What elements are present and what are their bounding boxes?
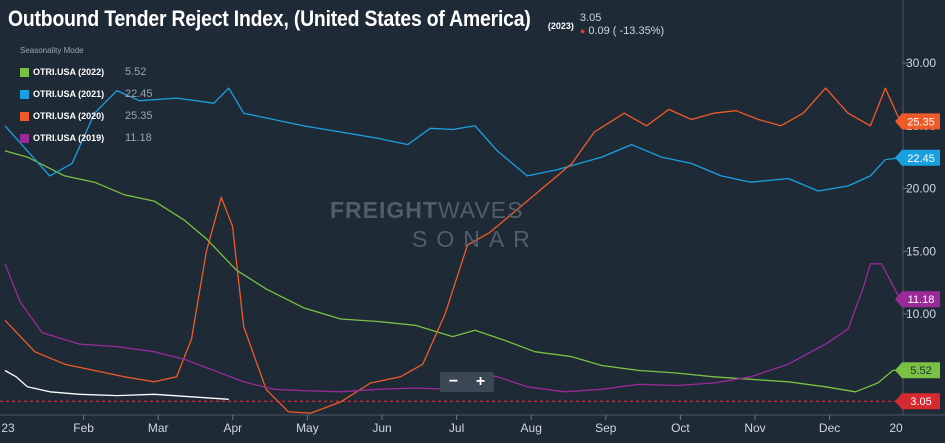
legend-label: OTRI.USA (2019) xyxy=(33,133,105,143)
end-value-tag-bg xyxy=(895,291,940,308)
end-value-tag-bg xyxy=(895,362,940,379)
end-value-tag-bg xyxy=(895,149,940,166)
x-tick-label: Mar xyxy=(148,421,169,435)
end-value-tag-bg xyxy=(895,393,940,410)
series-line xyxy=(4,87,901,192)
end-value-tag: 11.18 xyxy=(895,291,940,308)
legend-item-2020[interactable]: OTRI.USA (2020) 25.35 xyxy=(20,105,153,127)
series-line xyxy=(4,369,229,400)
legend-swatch xyxy=(20,133,29,143)
end-value-tag-label: 5.52 xyxy=(910,365,931,377)
watermark-sonar: SONAR xyxy=(412,226,539,252)
legend-value: 25.35 xyxy=(125,110,153,122)
x-tick-label: Nov xyxy=(744,421,765,435)
x-tick-label: Feb xyxy=(73,421,94,435)
legend-swatch xyxy=(20,89,29,99)
legend-item-2022[interactable]: OTRI.USA (2022) 5.52 xyxy=(20,61,153,83)
end-value-tag-label: 22.45 xyxy=(907,153,935,165)
legend-item-2021[interactable]: OTRI.USA (2021) 22.45 xyxy=(20,83,153,105)
x-tick-label: Aug xyxy=(521,421,542,435)
x-tick-label: Oct xyxy=(671,421,690,435)
x-tick-label: May xyxy=(296,421,319,435)
x-tick-label: 20 xyxy=(889,421,903,435)
x-axis: 23 Feb Mar Apr May Jun Jul Aug Sep Oct Nov Dec 20 xyxy=(0,414,945,435)
chart-header: Outbound Tender Reject Index, (United St… xyxy=(8,6,664,38)
y-tick-label: 15.00 xyxy=(906,244,936,258)
x-tick-label: Sep xyxy=(595,421,617,435)
y-tick-label: 30.00 xyxy=(906,56,936,70)
legend-item-2019[interactable]: OTRI.USA (2019) 11.18 xyxy=(20,127,153,149)
current-value-box: 3.05 ● 0.09 ( -13.35%) xyxy=(580,12,664,38)
watermark-bold: FREIGHT xyxy=(330,197,438,223)
end-labels: 5.52 22.45 25.35 11.18 3.05 xyxy=(895,113,940,410)
legend-label: OTRI.USA (2021) xyxy=(33,89,105,99)
chart-title: Outbound Tender Reject Index, (United St… xyxy=(8,6,531,31)
series-line xyxy=(4,87,901,414)
end-value-tag: 5.52 xyxy=(895,362,940,379)
legend-swatch xyxy=(20,111,29,121)
y-tick-label: 10.00 xyxy=(906,307,936,321)
zoom-controls: − + xyxy=(440,372,494,392)
x-tick-label: Jun xyxy=(372,421,391,435)
change-value: 0.09 ( -13.35%) xyxy=(588,25,665,37)
series-line xyxy=(4,150,901,393)
end-value-tag-bg xyxy=(895,113,940,130)
legend: Seasonality Mode OTRI.USA (2022) 5.52 OTR… xyxy=(20,46,153,149)
end-value-tag: 25.35 xyxy=(895,113,940,130)
current-value: 3.05 xyxy=(579,12,602,24)
x-tick-label: Apr xyxy=(223,421,242,435)
end-value-tag: 3.05 xyxy=(895,393,940,410)
legend-value: 22.45 xyxy=(125,88,153,100)
x-tick-label: Jul xyxy=(449,421,464,435)
legend-header: Seasonality Mode xyxy=(20,46,84,55)
x-tick-label: 23 xyxy=(1,421,15,435)
legend-value: 11.18 xyxy=(125,132,152,144)
end-value-tag: 22.45 xyxy=(895,149,940,166)
watermark-freightwaves: FREIGHTWAVES xyxy=(330,197,523,224)
year-tag: (2023) xyxy=(547,21,574,31)
end-value-tag-label: 11.18 xyxy=(908,294,935,306)
x-tick-label: Dec xyxy=(819,421,840,435)
down-indicator-icon: ● xyxy=(579,26,586,36)
legend-label: OTRI.USA (2022) xyxy=(33,67,105,77)
legend-label: OTRI.USA (2020) xyxy=(33,111,105,121)
legend-value: 5.52 xyxy=(125,66,147,78)
legend-swatch xyxy=(20,67,29,77)
end-value-tag-label: 3.05 xyxy=(910,396,931,408)
watermark-thin: WAVES xyxy=(437,197,524,223)
end-value-tag-label: 25.35 xyxy=(907,116,935,128)
y-tick-label: 20.00 xyxy=(906,182,936,196)
zoom-in-button[interactable]: + xyxy=(475,373,486,390)
change-row: ● 0.09 ( -13.35%) xyxy=(580,25,664,38)
zoom-out-button[interactable]: − xyxy=(448,373,459,390)
